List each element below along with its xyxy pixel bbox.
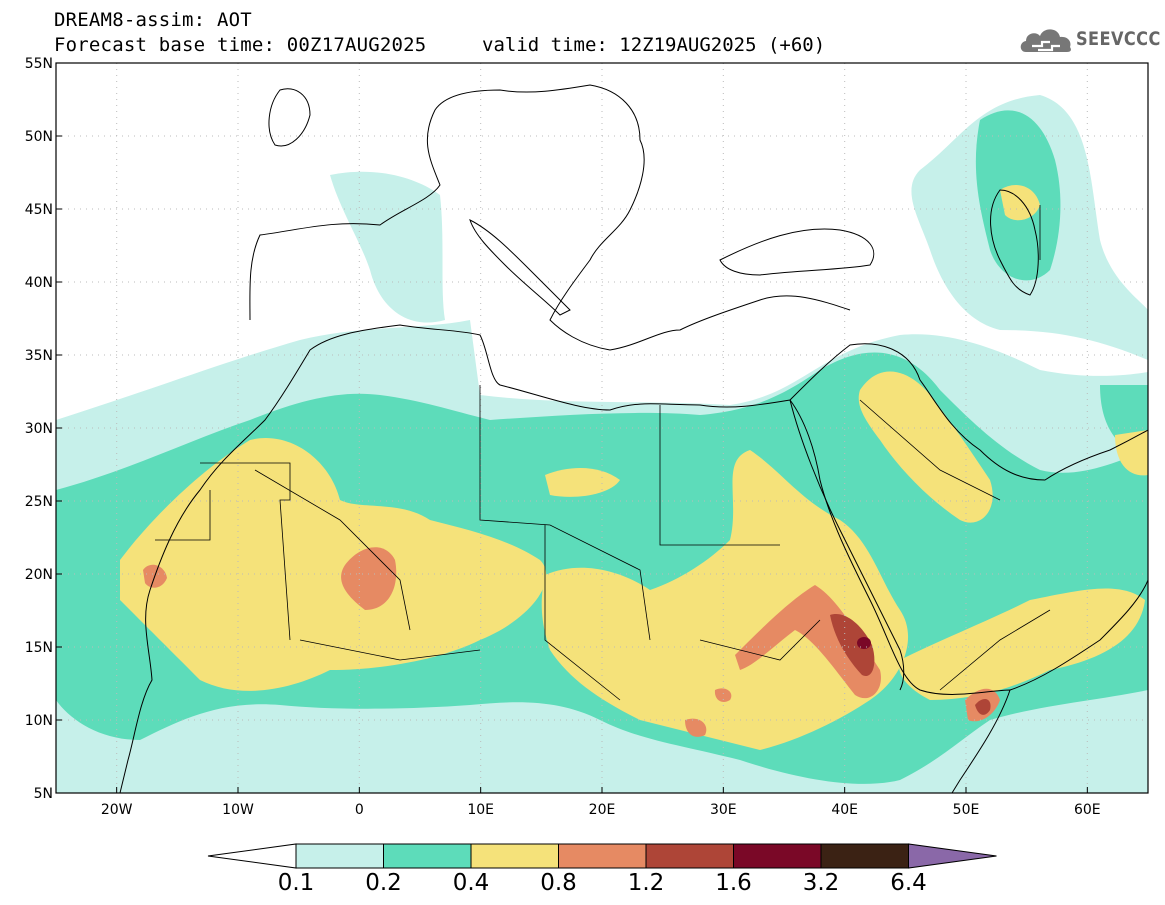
colorbar-label: 0.8 <box>540 870 577 896</box>
latitude-labels: 55N 50N 45N 40N 35N 30N 25N 20N 15N 10N 5N <box>25 56 62 802</box>
longitude-labels: 20W 10W 0 10E 20E 30E 40E 50E 60E <box>101 787 1101 818</box>
colorbar-label: 6.4 <box>890 870 927 896</box>
colorbar <box>207 843 997 869</box>
colorbar-label: 0.4 <box>452 870 490 896</box>
cloud-icon <box>1020 29 1071 52</box>
colorbar-label: 1.6 <box>715 870 752 896</box>
lat-tick-label: 35N <box>25 348 53 364</box>
colorbar-label: 0.1 <box>277 870 315 896</box>
coastlines <box>119 84 1148 793</box>
red-sea-coastline <box>789 399 905 691</box>
colorbar-swatch <box>733 843 822 869</box>
aot-region <box>714 688 732 702</box>
colorbar-swatch <box>558 843 647 869</box>
colorbar-under-triangle <box>207 843 297 869</box>
lon-tick-label: 50E <box>953 802 980 818</box>
lat-tick-label: 20N <box>25 567 53 583</box>
aot-fields <box>56 63 1148 793</box>
aot-level-1-6 <box>857 637 871 649</box>
lat-tick-label: 25N <box>25 494 53 510</box>
lon-tick-label: 10W <box>222 802 254 818</box>
lon-tick-label: 10E <box>467 802 494 818</box>
lon-tick-label: 40E <box>831 802 858 818</box>
seevccc-logo: SEEVCCC <box>1018 22 1161 58</box>
colorbar-swatch <box>470 843 559 869</box>
lat-tick-label: 45N <box>25 202 53 218</box>
colorbar-label: 1.2 <box>627 870 665 896</box>
arabia-coastline <box>789 343 1148 691</box>
lat-tick-label: 10N <box>25 713 53 729</box>
africa-coastline <box>119 324 1011 793</box>
lon-tick-label: 0 <box>355 802 364 818</box>
british-isles <box>268 88 311 147</box>
forecast-base-time: Forecast base time: 00Z17AUG2025 <box>54 34 427 56</box>
aot-region <box>899 588 1145 700</box>
lon-tick-label: 20E <box>589 802 616 818</box>
lon-tick-label: 60E <box>1074 802 1101 818</box>
aot-region <box>120 438 547 691</box>
colorbar-swatch <box>383 843 472 869</box>
country-borders <box>155 205 1051 701</box>
lat-tick-label: 50N <box>25 129 53 145</box>
lon-tick-label: 20W <box>101 802 133 818</box>
lat-tick-label: 15N <box>25 640 53 656</box>
aot-region <box>857 637 871 649</box>
caspian-coastline <box>990 189 1039 296</box>
map-title: DREAM8-assim: AOT <box>54 9 252 31</box>
aot-level-1-2 <box>830 614 991 715</box>
lat-tick-label: 30N <box>25 421 53 437</box>
aot-region <box>545 468 620 497</box>
colorbar-swatch <box>645 843 734 869</box>
colorbar-label: 0.2 <box>365 870 402 896</box>
lat-tick-label: 5N <box>34 786 53 802</box>
lat-tick-label: 55N <box>25 56 53 72</box>
lat-tick-label: 40N <box>25 275 53 291</box>
lon-tick-label: 30E <box>710 802 737 818</box>
aot-region <box>830 614 875 676</box>
valid-time: valid time: 12Z19AUG2025 (+60) <box>482 34 826 56</box>
aot-region <box>858 371 993 523</box>
colorbar-swatch <box>820 843 909 869</box>
aot-level-0-4 <box>120 185 1148 750</box>
logo-text: SEEVCCC <box>1076 28 1161 50</box>
aot-region <box>685 718 707 737</box>
colorbar-over-triangle <box>908 843 997 869</box>
aot-region <box>975 698 991 715</box>
black-sea-coastline <box>719 228 875 276</box>
europe-coastline <box>249 84 851 351</box>
italy-coastline <box>469 219 571 316</box>
aot-region <box>1000 185 1040 221</box>
aot-region <box>541 450 909 750</box>
colorbar-label: 3.2 <box>802 870 840 896</box>
colorbar-swatch <box>295 843 384 869</box>
graticule <box>56 63 1148 793</box>
aot-region <box>1115 430 1148 476</box>
